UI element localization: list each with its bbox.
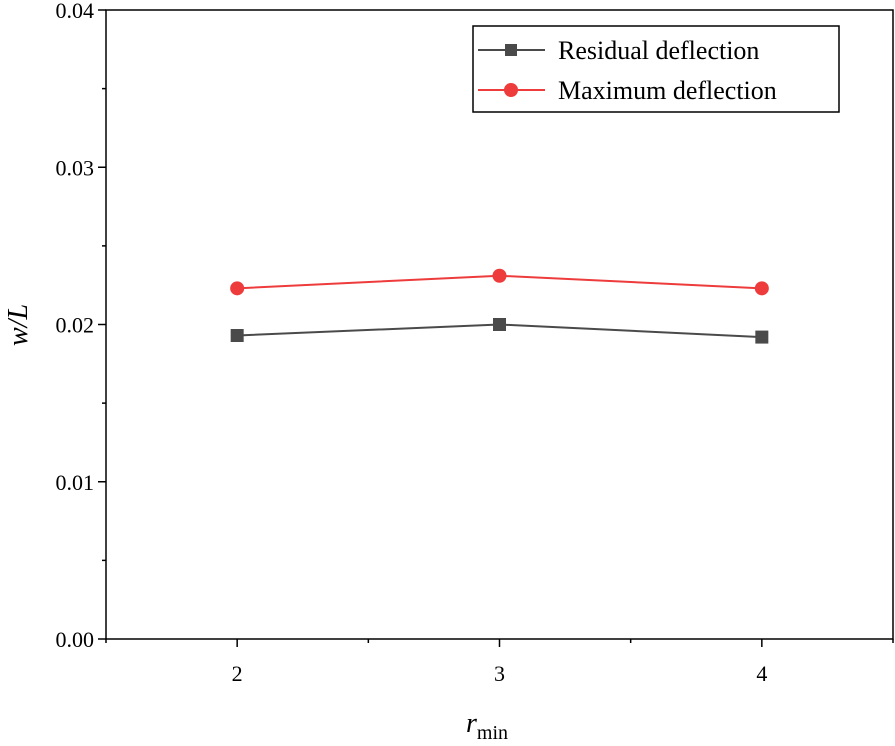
y-tick-label: 0.00 xyxy=(56,627,95,652)
y-tick-label: 0.03 xyxy=(56,155,95,180)
data-point-residual xyxy=(493,318,506,331)
y-tick-label: 0.04 xyxy=(56,0,95,23)
data-point-maximum xyxy=(492,268,507,283)
legend: Residual deflection Maximum deflection xyxy=(472,25,840,113)
axes-layer: 0.00 0.01 0.02 0.03 0.04 2 3 4 xyxy=(56,0,894,686)
legend-swatch-maximum-marker xyxy=(504,83,518,97)
legend-label-residual: Residual deflection xyxy=(558,36,759,65)
data-point-maximum xyxy=(230,281,245,296)
legend-box xyxy=(472,25,840,113)
x-axis-title-subscript: min xyxy=(477,722,508,741)
y-axis-title: w/L xyxy=(3,304,34,346)
data-point-residual xyxy=(230,329,244,343)
series-layer xyxy=(230,268,769,344)
x-axis-title-main: r xyxy=(466,708,477,739)
y-tick-label: 0.02 xyxy=(56,313,95,338)
x-tick-label: 3 xyxy=(494,661,505,686)
x-tick-label: 4 xyxy=(756,661,767,686)
data-point-maximum xyxy=(754,281,769,296)
legend-label-maximum: Maximum deflection xyxy=(558,76,777,105)
x-tick-label: 2 xyxy=(232,661,243,686)
x-axis-title: rmin xyxy=(466,708,508,741)
data-point-residual xyxy=(755,330,769,344)
axis-titles: rmin w/L xyxy=(3,304,508,744)
y-tick-label: 0.01 xyxy=(56,470,95,495)
legend-swatch-residual-marker xyxy=(505,44,517,56)
